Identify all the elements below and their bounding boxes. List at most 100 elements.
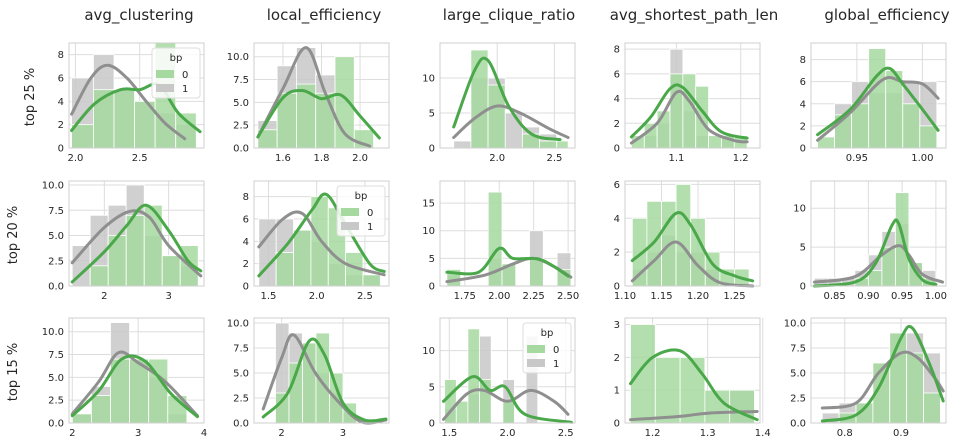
y-tick-label: 2.5 [48,256,64,267]
bar-series-1 [504,112,523,149]
kde-line-series-0 [452,56,562,142]
kde-line-series-0 [70,82,202,134]
col-title-global-efficiency: global_efficiency [824,6,949,25]
legend-swatch-1 [527,359,545,367]
bar-series-0 [90,395,111,424]
legend-swatch-1 [341,222,359,230]
y-tick-label: 0 [429,144,435,155]
y-tick-label: 2.5 [48,396,64,407]
panel-8: 0 5 10 15 1.75 2.00 2.25 2.50 [422,180,579,302]
bar-series-0 [275,252,294,287]
y-tick-label: 2 [614,353,620,364]
y-tick-label: 4 [243,237,249,248]
y-tick-label: 0 [614,282,620,293]
y-tick-label: 2.5 [233,394,249,405]
y-tick-label: 8 [614,45,620,56]
x-tick-label: 2 [278,428,284,439]
x-tick-label: 1.2 [645,428,661,439]
bar-series-0 [71,413,92,424]
y-tick-label: 5 [429,254,435,265]
kde-line-series-0 [256,88,381,140]
kde-line-series-0 [445,246,570,278]
bar-series-0 [675,183,692,287]
y-tick-label: 0 [800,282,806,293]
y-tick-label: 0.0 [233,144,249,155]
bar-series-0 [175,112,197,149]
x-tick-label: 2.50 [557,291,579,302]
y-tick-label: 7.5 [48,206,64,217]
bar-series-0 [654,356,681,424]
panel-1: 0 2 4 6 8 2.0 2.5 bp 0 1 [58,42,205,164]
bar-series-0 [529,257,544,287]
y-tick-label: 6 [58,74,64,85]
y-tick-label: 5.0 [233,98,249,109]
kde-line-series-1 [256,46,372,148]
axes-frame [810,42,947,149]
x-tick-label: 1.20 [687,291,709,302]
y-tick-label: 6 [614,69,620,80]
x-tick-label: 1.3 [700,428,716,439]
kde-line-series-0 [629,83,749,140]
axes-frame [253,317,390,424]
panel-11: 0.0 2.5 5.0 7.5 10.0 2 3 4 [42,317,207,439]
y-tick-label: 10 [793,204,806,215]
y-tick-label: 7.5 [233,75,249,86]
y-tick-label: 10.0 [784,319,806,330]
panel-2: 0.0 2.5 5.0 7.5 10.0 1.6 1.8 2.0 [227,42,390,164]
y-tick-label: 8 [58,50,64,61]
x-tick-label: 0.8 [837,428,853,439]
axes-frame [439,317,576,424]
bar-series-0 [902,103,921,149]
legend-label-0: 0 [367,208,373,219]
panel-5: 0 2 4 6 8 0.95 1.00 [800,42,947,164]
y-tick-label: 5 [800,243,806,254]
kde-line-series-0 [261,337,388,423]
panel-13: 0 5 10 1.5 2.0 2.5 bp 0 1 [422,317,576,439]
panel-9: 0 2 4 6 1.10 1.15 1.20 1.25 [614,180,761,302]
kde-line-series-1 [629,89,749,145]
axes-frame [68,42,205,149]
x-tick-label: 3 [135,428,141,439]
panel-6: 0.0 2.5 5.0 7.5 10.0 2 3 [42,180,205,302]
y-tick-label: 0 [614,144,620,155]
x-tick-label: 2.5 [132,153,148,164]
bar-series-0 [89,265,109,287]
bar-series-0 [470,49,489,149]
y-tick-label: 10.0 [42,327,64,338]
axes-frame [810,180,947,287]
x-tick-label: 1.00 [911,153,933,164]
kde-line-series-1 [261,333,388,425]
x-tick-label: 2.5 [357,291,373,302]
x-tick-label: 0.95 [891,291,913,302]
panel-10: 0 5 10 0.85 0.90 0.95 1.00 [793,180,947,302]
axes-frame [624,42,761,149]
axes-frame [439,42,576,149]
row-title-top-20: top 20 % [6,206,21,264]
axes-frame [253,180,390,287]
kde-line-series-1 [257,210,386,277]
col-title-local-efficiency: local_efficiency [267,6,382,25]
y-tick-label: 10 [422,346,435,357]
axes-frame [624,317,761,424]
axes-frame [439,180,576,287]
y-tick-label: 0.0 [48,282,64,293]
x-tick-label: 2.25 [523,291,545,302]
y-tick-label: 5.0 [790,369,806,380]
panel-3: 0 5 10 2.0 2.5 [422,42,576,164]
legend-title: bp [170,53,183,64]
y-tick-label: 10 [422,226,435,237]
bar-series-1 [453,140,472,149]
y-tick-label: 4 [58,97,64,108]
bar-series-0 [868,48,887,149]
y-tick-label: 6 [800,77,806,88]
x-tick-label: 1.5 [441,428,457,439]
kde-line-series-0 [442,375,573,424]
kde-line-series-0 [70,203,203,284]
kde-line-series-1 [442,388,570,421]
kde-line-series-1 [812,244,945,284]
y-tick-label: 6 [243,214,249,225]
y-tick-label: 7.5 [790,344,806,355]
bar-series-0 [630,324,656,424]
x-tick-label: 3 [340,428,346,439]
